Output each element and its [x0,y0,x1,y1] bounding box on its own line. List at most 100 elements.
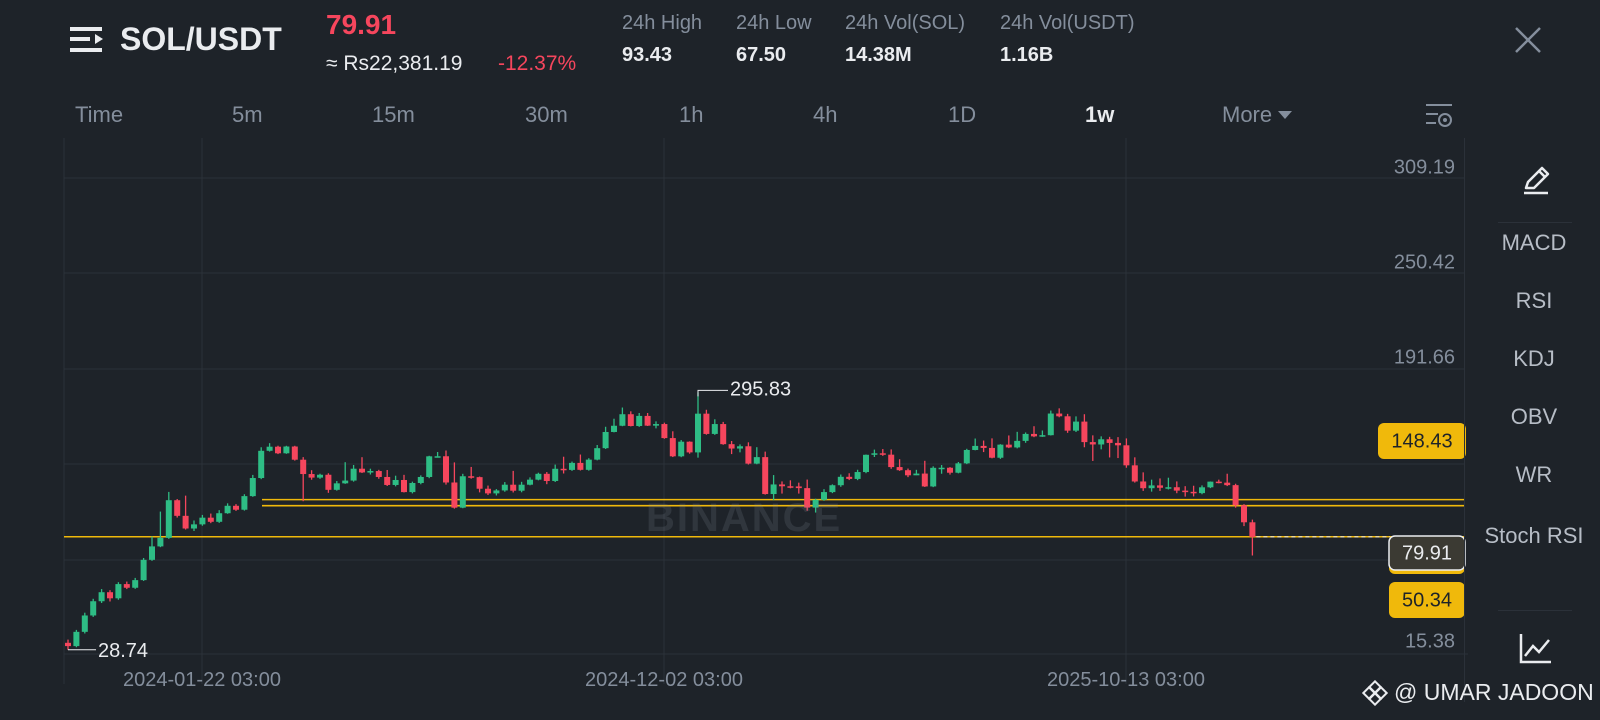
candle-body [1098,439,1105,445]
indicator-stoch-rsi[interactable]: Stoch RSI [1484,523,1584,548]
candle-body [762,457,769,495]
candle-body [115,584,122,599]
tab-5m[interactable]: 5m [232,102,263,127]
candle-body [350,468,357,481]
candle-body [728,444,735,449]
candle-body [426,456,433,477]
candle-body [65,642,71,647]
candle-body [711,424,718,434]
candle-body [753,457,760,464]
candle-body [468,476,475,478]
candle-body [846,476,853,479]
tab-1h[interactable]: 1h [679,102,704,127]
candle-body [291,446,298,460]
candle-body [1073,421,1079,431]
close-icon[interactable] [1512,24,1544,56]
tab-30m[interactable]: 30m [525,102,568,127]
candle-body [980,445,987,448]
candle-body [518,484,525,491]
candle-body [627,414,634,427]
candle-body [577,462,584,470]
chart-settings-icon[interactable] [1424,100,1454,130]
interval-tabs: Time 5m 15m 30m 1h 4h 1D 1w More [0,96,1600,136]
stat-24h-vol-quote: 24h Vol(USDT) 1.16B [1000,12,1135,67]
candle-body [266,446,273,451]
candle-body [905,470,911,476]
candle-body [199,517,206,525]
candle-body [1106,439,1113,443]
candle-body [770,484,777,495]
candle-body [779,484,785,487]
candle-body [434,456,441,458]
candle-body [308,474,315,478]
candle-body [871,453,878,455]
candle-body [157,537,164,547]
binance-watermark: BINANCE [646,496,843,540]
toolbar-separator [1498,610,1572,611]
candle-body [81,615,88,632]
tab-more-label: More [1222,102,1273,127]
candle-body [283,446,290,454]
x-tick-label: 2025-10-13 03:00 [1047,669,1205,691]
tab-1d[interactable]: 1D [948,102,977,127]
tab-4h[interactable]: 4h [813,102,838,127]
candle-body [552,468,559,481]
stat-value: 93.43 [622,44,673,66]
x-tick-label: 2024-01-22 03:00 [123,669,281,691]
candle-body [888,454,895,468]
menu-icon[interactable] [70,24,106,56]
stat-label: 24h Low [736,12,812,34]
tab-time[interactable]: Time [75,102,124,127]
stat-value: 1.16B [1000,44,1054,66]
indicator-obv[interactable]: OBV [1510,404,1558,429]
candle-body [275,446,281,454]
candle-body [678,441,685,457]
candle-body [1182,490,1189,493]
tab-15m[interactable]: 15m [372,102,415,127]
candle-body [1157,485,1163,488]
candle-body [98,592,105,602]
candle-body [669,438,676,457]
indicator-macd[interactable]: MACD [1501,230,1567,255]
candle-body [1031,433,1037,437]
candlestick-chart[interactable]: 309.19250.42191.66132.9115.382024-01-22 … [0,138,1468,720]
candle-body [930,467,937,487]
indicator-kdj[interactable]: KDJ [1513,346,1555,371]
candle-body [787,486,794,488]
chart-canvas[interactable]: 309.19250.42191.66132.9115.382024-01-22 … [0,138,1468,720]
candle-body [493,490,500,494]
candle-body [443,456,449,483]
candle-body [333,483,340,490]
tab-1w[interactable]: 1w [1085,102,1115,127]
candle-body [644,415,651,426]
indicator-rsi[interactable]: RSI [1515,288,1553,313]
tab-more[interactable]: More [1222,102,1293,128]
candle-body [737,446,743,449]
toolbar-divider [1464,138,1465,702]
pair-title[interactable]: SOL/USDT [120,21,282,57]
candle-body [896,467,903,471]
candle-body [804,488,811,508]
candle-body [300,459,307,475]
candle-body [174,500,181,516]
y-tick-label: 250.42 [1394,251,1455,273]
indicator-chart-icon[interactable] [1519,632,1553,664]
fiat-price: ≈ Rs22,381.19 [326,52,463,75]
candle-body [921,473,928,487]
y-tick-label: 15.38 [1405,630,1455,652]
toolbar-separator [1498,222,1572,223]
candle-body [1173,487,1180,491]
market-header: SOL/USDT 79.91 ≈ Rs22,381.19 -12.37% 24h… [0,0,1600,96]
candle-body [997,444,1004,458]
draw-pen-icon[interactable] [1520,164,1552,196]
candle-body [1241,505,1247,523]
candle-body [107,592,113,599]
indicator-wr[interactable]: WR [1515,462,1553,487]
candle-body [585,459,592,470]
stat-label: 24h Vol(SOL) [845,12,966,34]
candle-body [182,515,189,529]
candle-body [1022,433,1029,441]
candle-body [1081,421,1088,443]
candle-body [1056,413,1063,417]
candle-body [636,415,643,427]
